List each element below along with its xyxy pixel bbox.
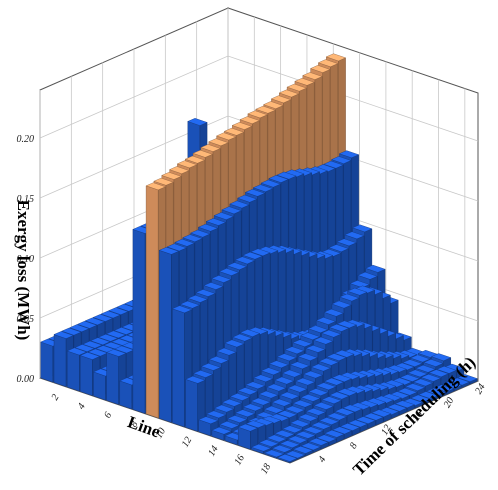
z-tick-label: 0.10 [17, 254, 35, 265]
line-tick-label: 10 [154, 426, 169, 440]
bar-line16-h1 [237, 423, 259, 450]
z-tick-label: 0.20 [17, 134, 35, 145]
line-tick-label: 4 [76, 401, 88, 411]
chart-ticks: 0.000.050.100.150.2024681012141618481216… [17, 134, 488, 476]
time-tick-label: 4 [316, 455, 328, 465]
time-tick-label: 20 [442, 396, 457, 410]
floor-edge [39, 377, 479, 464]
time-tick-label: 8 [348, 441, 360, 451]
line-tick-label: 6 [102, 410, 114, 420]
z-tick-label: 0.00 [17, 374, 35, 385]
line-tick-label: 2 [50, 393, 62, 403]
line-tick-label: 12 [180, 435, 195, 449]
z-tick-label: 0.15 [17, 194, 35, 205]
z-axis-title: Exergy loss (MWh) [14, 200, 33, 341]
line-tick-label: 14 [206, 444, 221, 458]
bar-line12-h1 [185, 375, 206, 432]
line-tick-label: 16 [233, 453, 248, 467]
bar-line19-h3 [292, 445, 314, 457]
time-tick-label: 12 [379, 423, 394, 437]
line-tick-label: 8 [129, 419, 141, 429]
chart-bars [40, 53, 478, 464]
line-tick-label: 18 [259, 462, 274, 476]
bar-line19-h1 [277, 453, 298, 464]
bar-line17-h1 [250, 443, 272, 455]
time-tick-label: 24 [473, 382, 488, 396]
time-tick-label: 16 [410, 409, 425, 423]
z-tick-label: 0.05 [17, 314, 35, 325]
